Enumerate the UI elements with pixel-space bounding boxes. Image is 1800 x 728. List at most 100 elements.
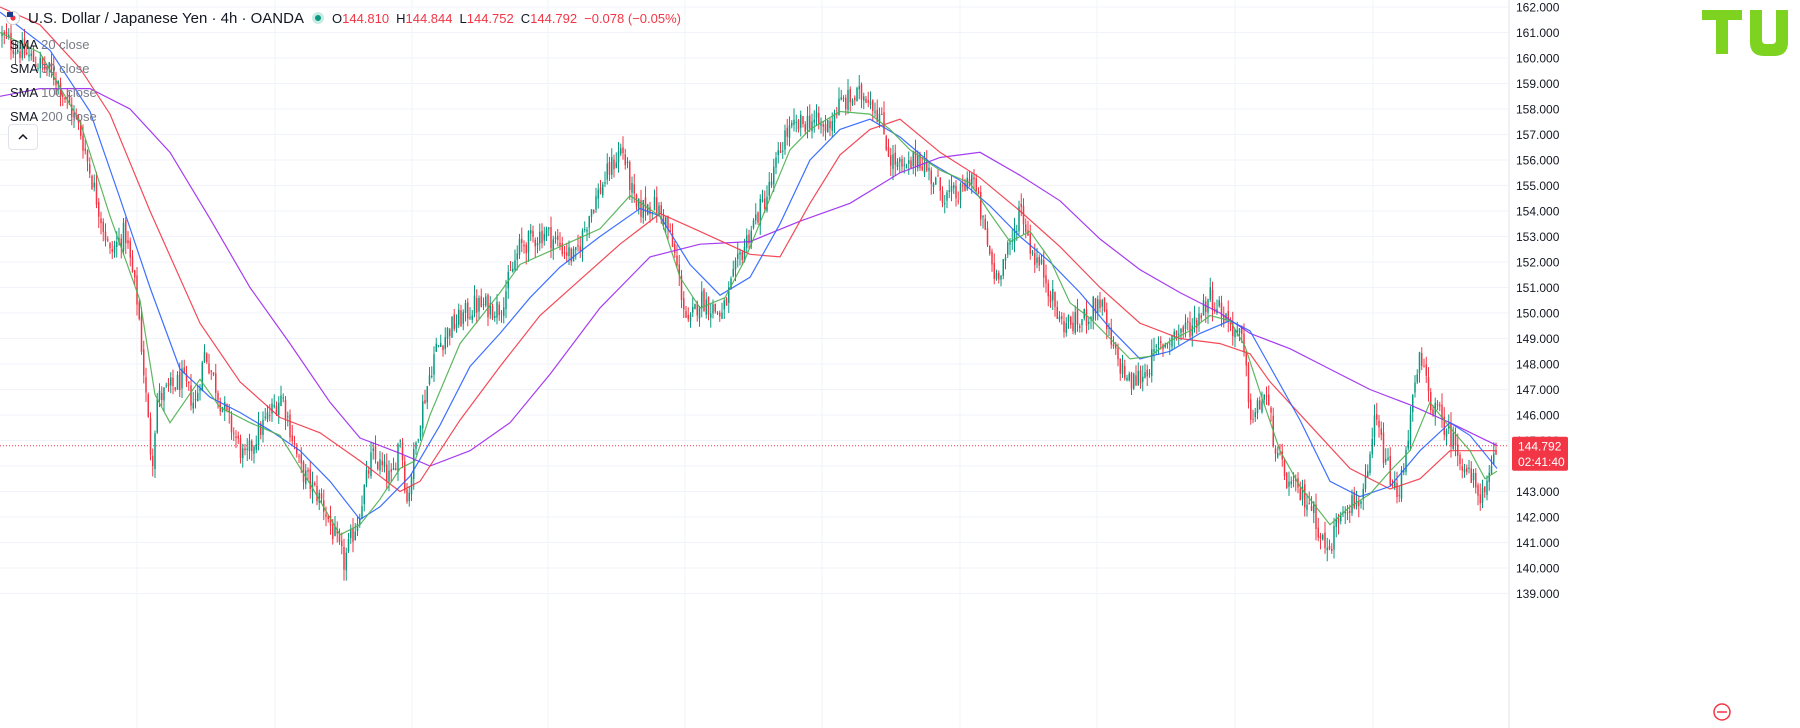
candle-body [642,200,644,218]
candle-body [1385,458,1387,462]
candle-body [1074,312,1076,333]
candle-body [174,387,176,390]
candle-body [1286,472,1288,489]
candle-body [53,67,55,80]
candle-body [172,377,174,386]
candle-body [442,345,444,351]
candle-body [1004,257,1007,261]
candle-body [572,248,575,262]
candle-body [1477,485,1479,496]
candle-body [377,462,379,470]
candle-body [365,469,368,484]
candle-body [1353,492,1355,508]
candle-body [233,432,235,434]
candle-body [1443,416,1445,435]
candle-body [1423,366,1425,368]
candle-body [872,100,874,112]
price-tick-label: 141.000 [1516,536,1560,550]
candle-body [930,170,932,184]
candle-body [1002,259,1004,276]
candle-body [993,263,995,279]
candle-body [770,181,773,186]
candle-body [370,452,372,477]
candle-body [1292,480,1295,482]
indicator-sma-200[interactable]: SMA 200 close [10,109,97,124]
candle-body [1241,325,1243,334]
candle-body [415,442,417,449]
candle-body [1211,289,1214,311]
candle-body [1403,470,1405,473]
candle-body [737,253,739,259]
candle-body [390,469,392,472]
candle-body [1065,322,1067,333]
candle-body [777,150,779,155]
candle-body [1475,472,1477,488]
candle-body [341,540,343,546]
candle-body [890,155,892,166]
candle-body [1054,291,1056,307]
candle-body [831,120,833,131]
market-status-dot-icon[interactable] [311,12,324,24]
candle-body [165,385,167,387]
candle-body [419,425,422,438]
candle-body [1265,395,1268,397]
candle-body [338,532,341,542]
candle-body [122,222,125,251]
candle-body [1378,420,1380,428]
candle-body [1238,328,1241,333]
candle-body [271,403,273,414]
price-tick-label: 155.000 [1516,179,1560,193]
candle-body [1450,423,1452,447]
candle-body [1421,353,1423,366]
candle-body [1234,329,1236,338]
indicator-sma-50[interactable]: SMA 50 close [10,61,90,76]
candle-body [320,493,323,499]
candle-body [26,52,28,55]
candle-body [86,150,89,162]
candle-body [926,159,928,171]
candle-body [1328,545,1331,550]
candle-body [617,151,620,163]
candle-body [422,401,424,429]
symbol-title[interactable]: U.S. Dollar / Japanese Yen · 4h · OANDA [28,9,304,27]
candle-body [494,316,496,318]
candle-body [1220,302,1223,318]
ohlc-change: −0.078 (−0.05%) [584,10,681,26]
candle-body [1495,450,1497,455]
candle-body [1310,505,1313,511]
candle-body [1394,481,1396,489]
candle-body [692,306,694,313]
candle-body [575,247,577,250]
price-axis[interactable]: 139.000140.000141.000142.000143.000144.0… [1508,0,1731,728]
indicator-sma-20[interactable]: SMA 20 close [10,37,90,52]
ohlc-close: C144.792 [520,10,578,26]
candle-body [1288,481,1290,487]
candle-body [1490,466,1493,474]
candle-body [458,309,460,325]
candle-body [1112,344,1115,347]
candle-body [662,214,665,225]
indicator-sma-100[interactable]: SMA 100 close [10,85,97,100]
candle-body [597,189,599,199]
price-tick-label: 158.000 [1516,103,1560,117]
candle-body [1142,376,1144,382]
candle-body [1227,310,1229,322]
candle-body [71,104,73,118]
candle-body [350,529,352,539]
candle-body [505,291,507,310]
candle-body [674,243,676,253]
price-tick-label: 153.000 [1516,230,1560,244]
candle-body [251,440,253,452]
candle-body [802,116,804,124]
candle-body [829,121,831,129]
candle-body [534,239,536,247]
candle-body [1029,233,1031,254]
candle-body [797,119,800,130]
price-tick-label: 154.000 [1516,205,1560,219]
candle-body [446,327,449,339]
collapse-indicators-button[interactable] [8,124,38,150]
candle-body [35,64,37,68]
candle-body [136,275,138,305]
candle-body [120,238,122,248]
